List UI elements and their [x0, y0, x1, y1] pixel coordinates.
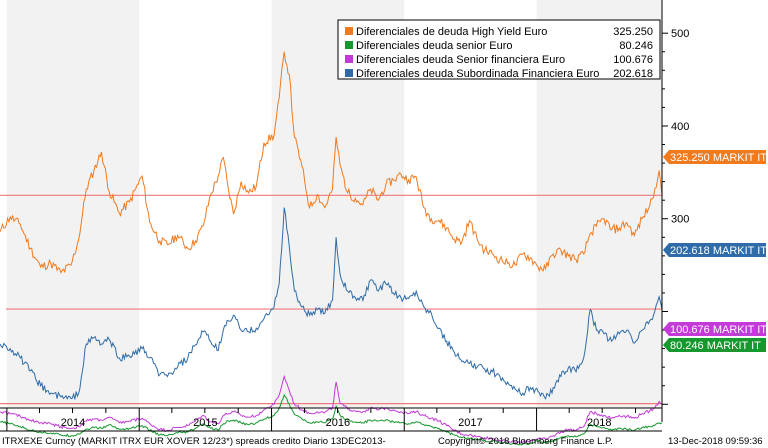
series-lines [0, 51, 663, 446]
last-value-tag-box [663, 150, 766, 164]
last-value-tag-label: 202.618 MARKIT IT [670, 245, 767, 257]
y-tick-label: 500 [671, 28, 689, 40]
y-tick-label: 300 [671, 214, 689, 226]
legend-series-name: Diferenciales deuda Senior financiera Eu… [356, 54, 565, 66]
x-axis: 2014 2015 2016 2017 2018 [0, 407, 662, 432]
last-value-tag-box [663, 243, 766, 257]
legend-series-name: Diferenciales deuda Subordinada Financie… [356, 68, 599, 80]
legend-series-last-value: 202.618 [613, 68, 653, 80]
last-value-tag-label: 100.676 MARKIT IT [670, 324, 767, 336]
x-tick-label: 2014 [61, 417, 85, 429]
legend-swatch [345, 27, 353, 35]
year-band-2014 [6, 0, 140, 408]
last-value-tag-1: 80.246 MARKIT IT [663, 338, 766, 352]
footer-timestamp: 13-Dec-2018 09:59:36 [668, 436, 763, 447]
legend-series-last-value: 325.250 [613, 26, 653, 38]
last-value-tag-2: 100.676 MARKIT IT [663, 322, 767, 336]
x-tick-label: 2018 [587, 417, 611, 429]
legend-box [337, 19, 661, 80]
footer-source: ITRXEXE Curncy (MARKIT ITRX EUR XOVER 12… [2, 436, 386, 447]
x-tick-label: 2017 [458, 417, 482, 429]
legend-entry-3: Diferenciales deuda Subordinada Financie… [345, 68, 653, 80]
legend-series-name: Diferenciales deuda senior Euro [356, 40, 513, 52]
footer-copyright: Copyright© 2018 Bloomberg Finance L.P. [438, 436, 613, 447]
legend-swatch [345, 41, 353, 49]
legend-series-last-value: 100.676 [613, 54, 653, 66]
last-value-tag-label: 325.250 MARKIT IT [670, 152, 767, 164]
legend-entry-1: Diferenciales deuda senior Euro 80.246 [345, 40, 653, 52]
x-tick-label: 2015 [193, 417, 217, 429]
series-line-2 [0, 374, 663, 445]
x-tick-label: 2016 [326, 417, 350, 429]
series-line-0 [0, 51, 663, 274]
legend-swatch [345, 69, 353, 77]
last-value-tag-box [663, 338, 766, 352]
footer: ITRXEXE Curncy (MARKIT ITRX EUR XOVER 12… [2, 436, 763, 447]
last-value-tag-box [663, 322, 766, 336]
last-value-tags: 325.250 MARKIT IT 202.618 MARKIT IT 100.67… [663, 150, 767, 352]
last-value-tag-label: 80.246 MARKIT IT [670, 340, 761, 352]
legend-series-last-value: 80.246 [619, 40, 653, 52]
legend-series-name: Diferenciales de deuda High Yield Euro [356, 26, 547, 38]
series-line-1 [0, 393, 663, 446]
series-line-3 [0, 207, 663, 401]
last-value-tag-0: 325.250 MARKIT IT [663, 150, 767, 164]
y-tick-label: 400 [671, 121, 689, 133]
last-value-tag-3: 202.618 MARKIT IT [663, 243, 767, 257]
legend-entry-0: Diferenciales de deuda High Yield Euro 32… [345, 26, 653, 38]
legend: Diferenciales de deuda High Yield Euro 32… [337, 19, 661, 80]
legend-swatch [345, 55, 353, 63]
legend-entry-2: Diferenciales deuda Senior financiera Eu… [345, 54, 653, 66]
y-axis: 300 400 500 [661, 0, 689, 422]
